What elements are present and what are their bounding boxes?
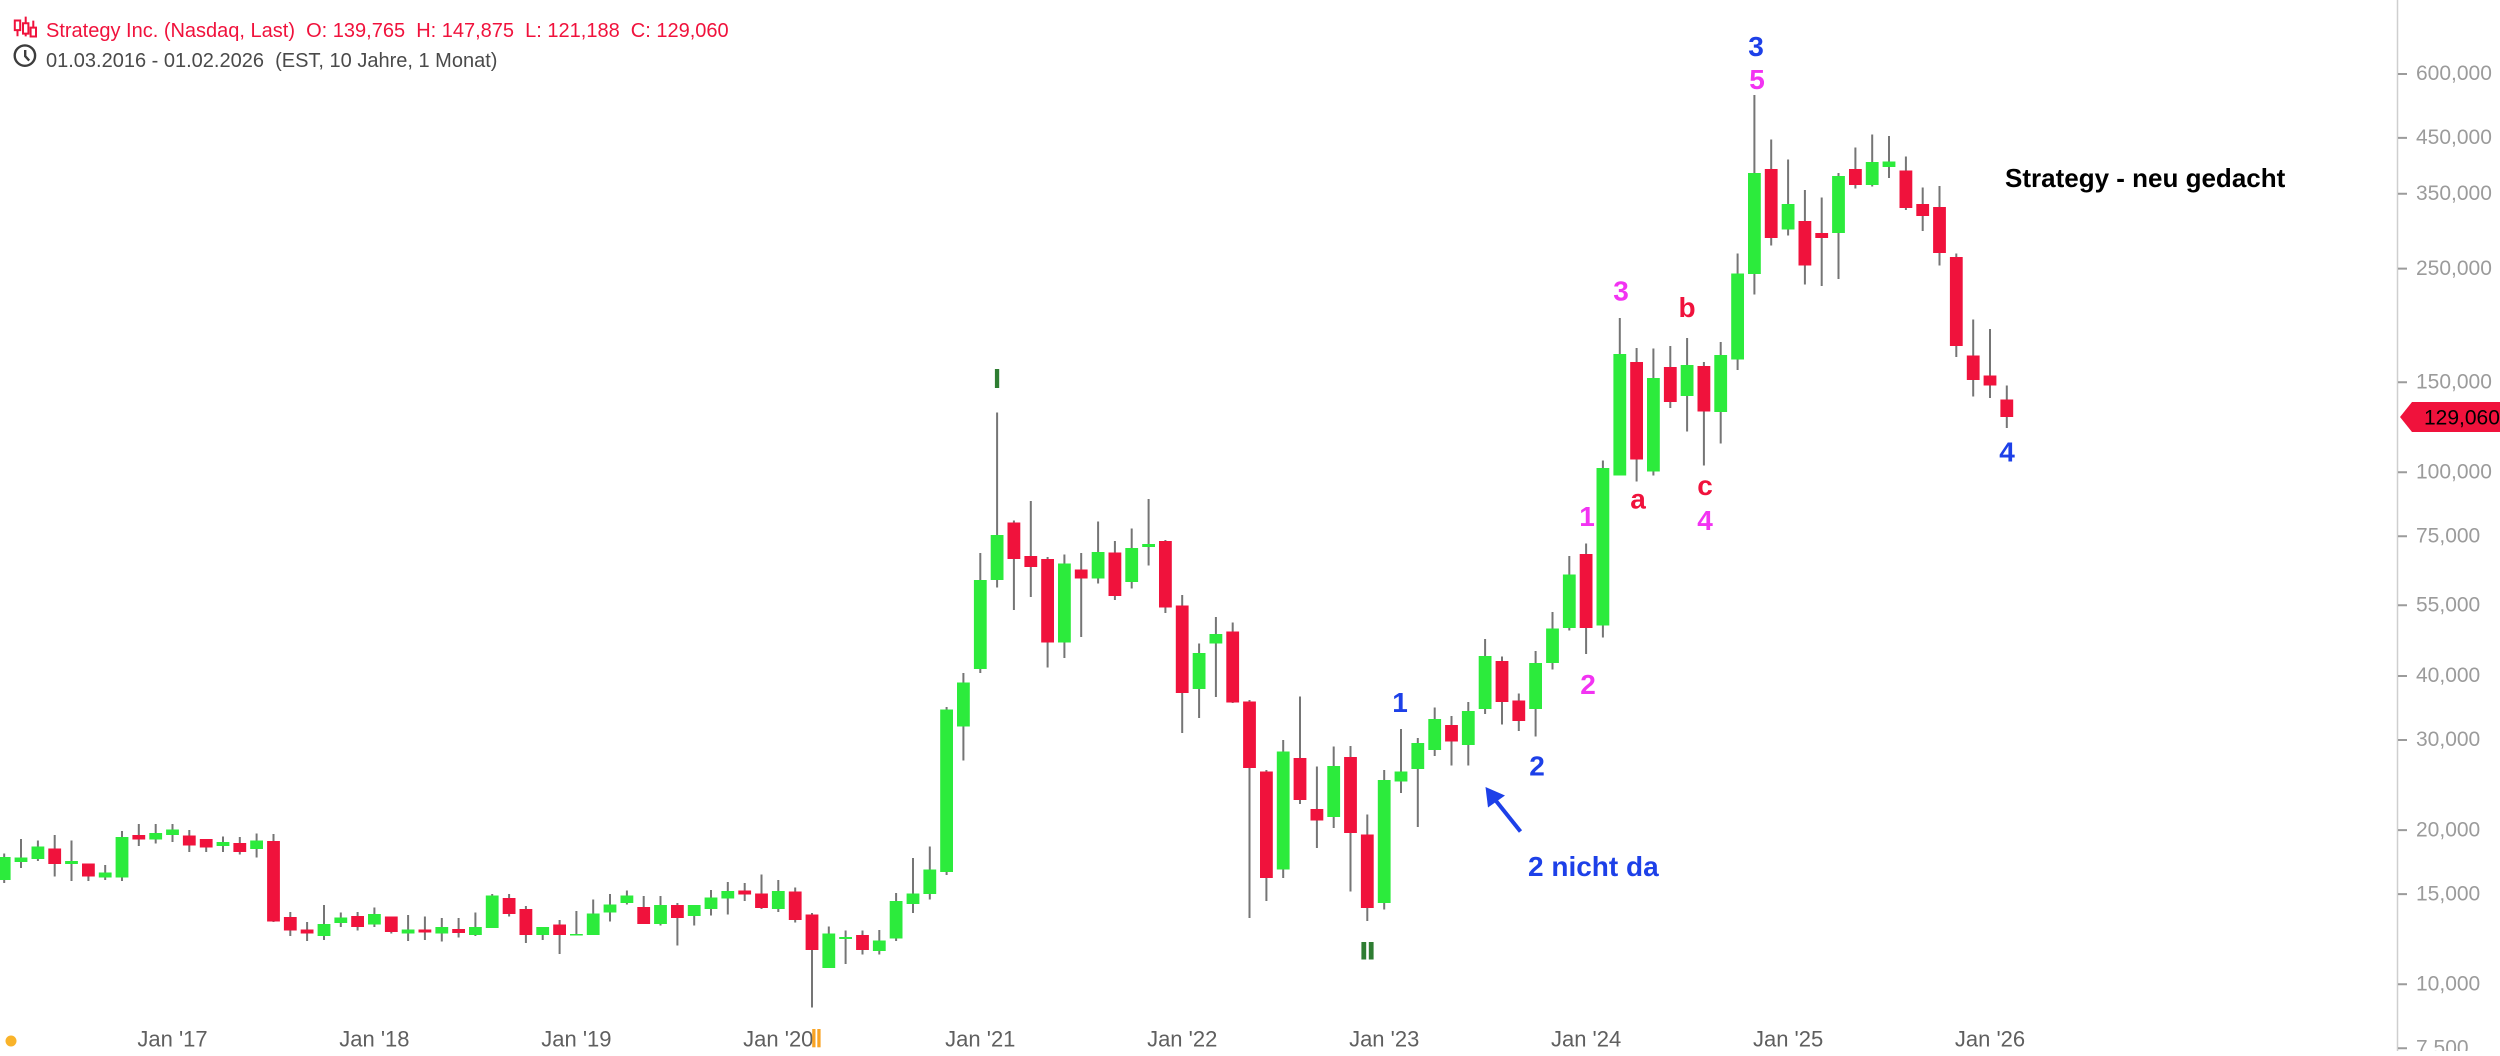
svg-text:1: 1 xyxy=(1392,687,1408,718)
svg-text:600,000: 600,000 xyxy=(2416,62,2492,85)
svg-text:450,000: 450,000 xyxy=(2416,126,2492,149)
svg-text:2: 2 xyxy=(1529,751,1545,782)
svg-text:15,000: 15,000 xyxy=(2416,882,2480,905)
svg-text:5: 5 xyxy=(1749,64,1765,95)
svg-text:250,000: 250,000 xyxy=(2416,257,2492,280)
svg-text:20,000: 20,000 xyxy=(2416,818,2480,841)
svg-text:Jan '20: Jan '20 xyxy=(743,1027,813,1052)
svg-text:350,000: 350,000 xyxy=(2416,182,2492,205)
svg-text:Jan '24: Jan '24 xyxy=(1551,1027,1621,1052)
svg-text:3: 3 xyxy=(1613,276,1629,307)
svg-text:Jan '26: Jan '26 xyxy=(1955,1027,2025,1052)
svg-text:Jan '17: Jan '17 xyxy=(137,1027,207,1052)
svg-text:3: 3 xyxy=(1748,31,1764,62)
svg-text:a: a xyxy=(1630,484,1646,515)
svg-text:01.03.2016 - 01.02.2026 (EST,: 01.03.2016 - 01.02.2026 (EST, 10 Jahre, … xyxy=(46,50,497,72)
svg-text:150,000: 150,000 xyxy=(2416,370,2492,393)
svg-text:Jan '18: Jan '18 xyxy=(339,1027,409,1052)
svg-text:30,000: 30,000 xyxy=(2416,728,2480,751)
svg-text:4: 4 xyxy=(1697,505,1713,536)
svg-text:Jan '21: Jan '21 xyxy=(945,1027,1015,1052)
svg-text:7,500: 7,500 xyxy=(2416,1036,2469,1051)
svg-text:Strategy - neu gedacht: Strategy - neu gedacht xyxy=(2005,163,2286,193)
svg-text:55,000: 55,000 xyxy=(2416,593,2480,616)
svg-text:40,000: 40,000 xyxy=(2416,664,2480,687)
svg-text:Jan '25: Jan '25 xyxy=(1753,1027,1823,1052)
svg-text:10,000: 10,000 xyxy=(2416,972,2480,995)
svg-text:2: 2 xyxy=(1580,669,1596,700)
svg-text:Jan '23: Jan '23 xyxy=(1349,1027,1419,1052)
svg-text:Strategy Inc. (Nasdaq, Last): Strategy Inc. (Nasdaq, Last) O: 139,765 … xyxy=(46,20,729,42)
svg-text:75,000: 75,000 xyxy=(2416,525,2480,548)
svg-text:Jan '19: Jan '19 xyxy=(541,1027,611,1052)
svg-text:1: 1 xyxy=(1579,501,1595,532)
svg-text:c: c xyxy=(1697,470,1713,501)
svg-text:b: b xyxy=(1678,292,1695,323)
svg-text:Jan '22: Jan '22 xyxy=(1147,1027,1217,1052)
svg-text:100,000: 100,000 xyxy=(2416,461,2492,484)
svg-text:129,060: 129,060 xyxy=(2424,407,2500,430)
svg-text:2 nicht da: 2 nicht da xyxy=(1528,851,1659,882)
svg-text:4: 4 xyxy=(1999,437,2015,468)
